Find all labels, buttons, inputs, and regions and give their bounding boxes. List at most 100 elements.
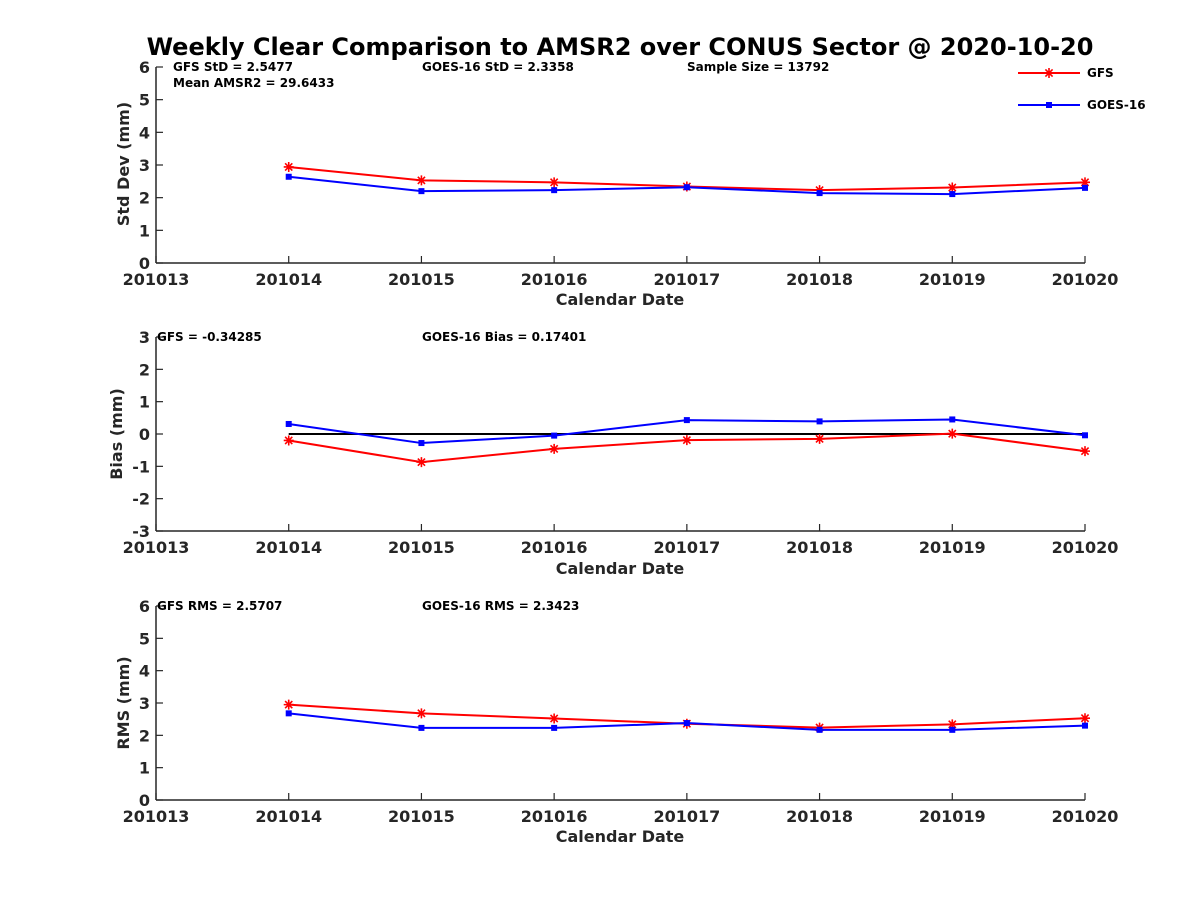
- rms-goes-16-point: [949, 726, 956, 733]
- bias-y-tick-label: -2: [132, 490, 150, 509]
- legend-entry-goes-16: GOES-16: [1018, 98, 1146, 112]
- std-dev-plot-area: 0 1 2 3 4 5 6 201013 201014 201015 201016 201017 201…: [123, 58, 1119, 289]
- rms-x-tick-label: 201013: [123, 807, 190, 826]
- legend-gfs-marker: [1044, 68, 1054, 78]
- rms-gfs-point: [1080, 713, 1090, 724]
- bias-x-tick-label: 201019: [919, 538, 986, 557]
- legend-goes-16-square: [1046, 102, 1052, 108]
- std-dev-y-tick-label: 3: [139, 156, 150, 175]
- bias-y-tick-label: 1: [139, 393, 150, 412]
- bias-goes-16-point: [551, 432, 558, 439]
- bias-y-tick-label: -3: [132, 522, 150, 541]
- std-dev-x-tick-label: 201019: [919, 270, 986, 289]
- bias-goes-16-point: [683, 417, 690, 424]
- std-dev-x-tick-label: 201013: [123, 270, 190, 289]
- bias-x-tick-label: 201013: [123, 538, 190, 557]
- std-dev-y-tick-label: 4: [139, 123, 150, 142]
- bias-y-tick-label: 3: [139, 328, 150, 347]
- bias-x-tick-label: 201015: [388, 538, 455, 557]
- rms-y-tick-label: 5: [139, 629, 150, 648]
- rms-x-tick-label: 201017: [653, 807, 720, 826]
- bias-goes-16-point: [949, 416, 956, 423]
- rms-x-tick-label: 201014: [255, 807, 322, 826]
- rms-y-tick-label: 0: [139, 791, 150, 810]
- rms-x-tick-label: 201020: [1052, 807, 1119, 826]
- mean-amsr2-annotation: Mean AMSR2 = 29.6433: [173, 76, 334, 90]
- gfs-std-annotation: GFS StD = 2.5477: [173, 60, 293, 74]
- bias-gfs-point: [681, 435, 692, 446]
- rms-x-tick-label: 201019: [919, 807, 986, 826]
- rms-y-tick-label: 1: [139, 759, 150, 778]
- gfs-bias-annotation: GFS = -0.34285: [157, 330, 262, 344]
- std-dev-x-tick-label: 201018: [786, 270, 853, 289]
- bias-gfs-point: [947, 428, 958, 439]
- std-dev-y-tick-label: 1: [139, 221, 150, 240]
- bias-plot-area: -3 -2 -1 0 1 2 3 201013 201014 201015 201016 201017…: [123, 328, 1119, 557]
- bias-gfs-point: [814, 433, 825, 444]
- rms-x-axis-label: Calendar Date: [556, 827, 685, 846]
- rms-x-tick-label: 201018: [786, 807, 853, 826]
- rms-gfs-point: [283, 699, 294, 710]
- bias-gfs-point: [283, 435, 294, 446]
- bias-x-tick-label: 201020: [1052, 538, 1119, 557]
- rms-goes-16-point: [551, 724, 558, 731]
- std-dev-goes-16-point: [1082, 184, 1088, 191]
- std-dev-x-tick-label: 201017: [653, 270, 720, 289]
- chart-title: Weekly Clear Comparison to AMSR2 over CO…: [147, 33, 1094, 61]
- bias-gfs-point: [1080, 446, 1090, 457]
- std-dev-x-tick-label: 201014: [255, 270, 322, 289]
- rms-gfs-point: [947, 719, 958, 730]
- bias-y-axis-label: Bias (mm): [107, 388, 126, 480]
- bias-goes-16-point: [285, 420, 292, 427]
- rms-goes-16-point: [816, 726, 823, 733]
- rms-panel: 0 1 2 3 4 5 6 201013 201014 201015 201016 201017 201…: [114, 597, 1118, 846]
- bias-x-tick-label: 201016: [521, 538, 588, 557]
- legend-entry-gfs: GFS: [1018, 66, 1114, 80]
- gfs-rms-annotation: GFS RMS = 2.5707: [157, 599, 282, 613]
- std-dev-x-axis-label: Calendar Date: [556, 290, 685, 309]
- rms-y-tick-label: 3: [139, 694, 150, 713]
- std-dev-gfs-point: [416, 175, 427, 186]
- std-dev-goes-16-point: [285, 173, 292, 180]
- rms-goes-16-point: [285, 710, 292, 717]
- std-dev-goes-16-point: [418, 188, 425, 195]
- goes-bias-annotation: GOES-16 Bias = 0.17401: [422, 330, 586, 344]
- rms-goes-16-point: [1082, 722, 1088, 729]
- bias-panel: -3 -2 -1 0 1 2 3 201013 201014 201015 201016 201017…: [107, 328, 1118, 578]
- bias-goes-16-point: [418, 440, 425, 447]
- std-dev-gfs-point: [549, 177, 560, 188]
- std-dev-goes-16-point: [816, 190, 823, 197]
- legend-gfs-star: [1044, 68, 1054, 78]
- bias-y-tick-label: 2: [139, 360, 150, 379]
- rms-goes-16-point: [683, 720, 690, 727]
- bias-goes-16-point: [1082, 432, 1088, 439]
- rms-goes-16-point: [418, 724, 425, 731]
- std-dev-y-tick-label: 0: [139, 254, 150, 273]
- bias-goes-16-point: [816, 418, 823, 425]
- bias-x-axis-label: Calendar Date: [556, 559, 685, 578]
- std-dev-y-axis-label: Std Dev (mm): [114, 102, 133, 226]
- rms-y-tick-label: 2: [139, 726, 150, 745]
- rms-y-tick-label: 4: [139, 662, 150, 681]
- rms-gfs-point: [416, 708, 427, 719]
- std-dev-x-tick-label: 201016: [521, 270, 588, 289]
- std-dev-y-tick-label: 6: [139, 58, 150, 77]
- std-dev-x-tick-label: 201020: [1052, 270, 1119, 289]
- bias-x-tick-label: 201014: [255, 538, 322, 557]
- std-dev-goes-16-point: [683, 184, 690, 191]
- std-dev-goes-16-point: [551, 187, 558, 194]
- std-dev-gfs-point: [947, 182, 958, 193]
- rms-plot-area: 0 1 2 3 4 5 6 201013 201014 201015 201016 201017 201…: [123, 597, 1119, 826]
- rms-gfs-point: [549, 713, 560, 724]
- rms-x-tick-label: 201015: [388, 807, 455, 826]
- std-dev-goes-16-point: [949, 191, 956, 198]
- legend-gfs-label: GFS: [1087, 66, 1114, 80]
- std-dev-gfs-point: [1080, 177, 1090, 188]
- bias-gfs-point: [549, 443, 560, 454]
- rms-x-tick-label: 201016: [521, 807, 588, 826]
- sample-size-annotation: Sample Size = 13792: [687, 60, 829, 74]
- std-dev-panel: 0 1 2 3 4 5 6 201013 201014 201015 201016 201017 201…: [114, 58, 1118, 309]
- bias-y-tick-label: 0: [139, 425, 150, 444]
- goes-std-annotation: GOES-16 StD = 2.3358: [422, 60, 574, 74]
